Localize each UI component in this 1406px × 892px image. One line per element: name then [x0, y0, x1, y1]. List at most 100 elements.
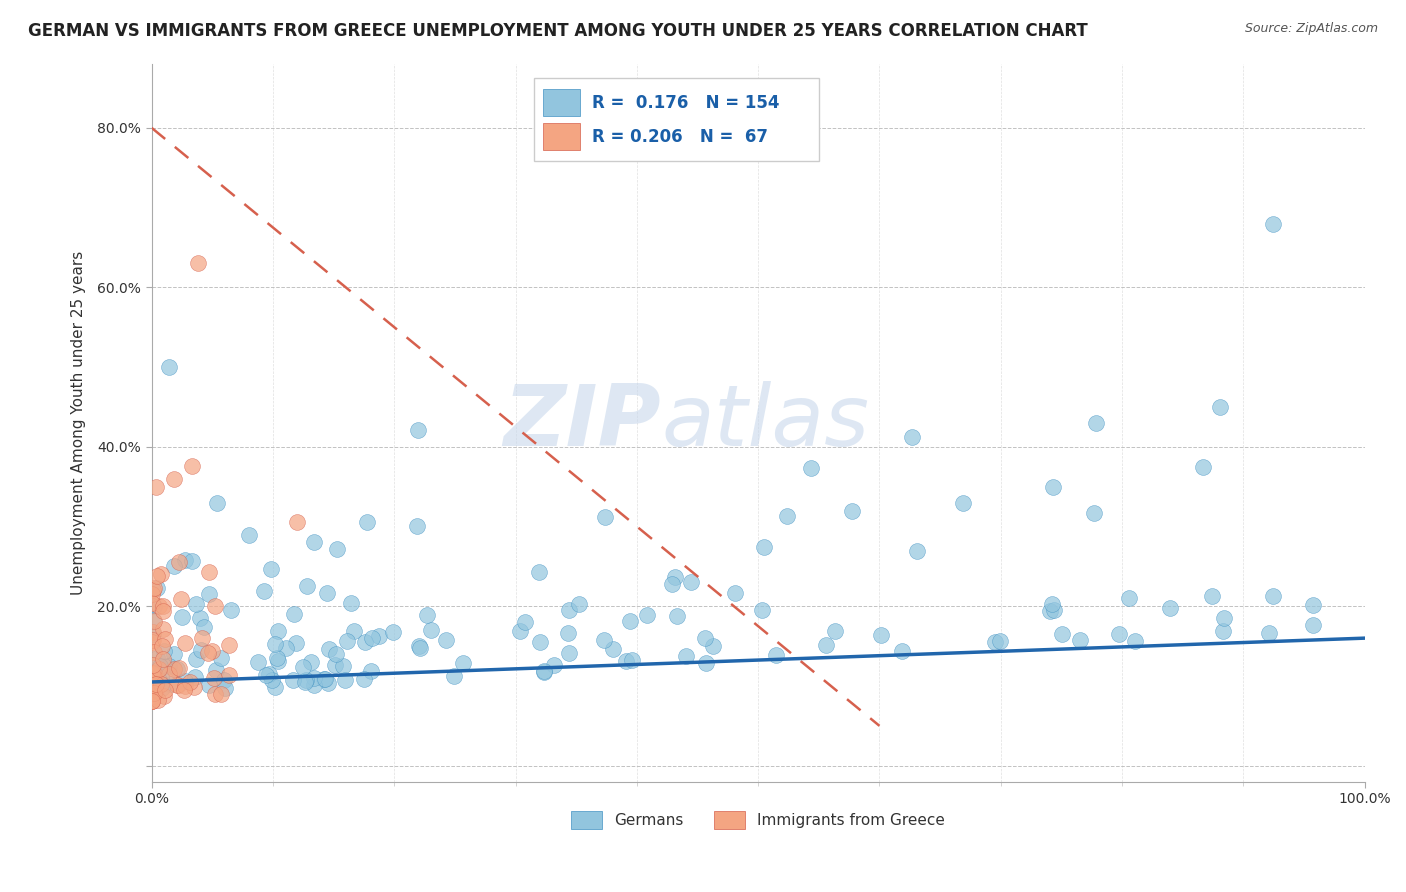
Point [142, 657, 165, 672]
Point [142, 689, 165, 703]
Point [1263, 217, 1285, 231]
Point [765, 648, 787, 662]
Point [214, 681, 236, 696]
Point [267, 654, 290, 668]
Point [695, 656, 717, 670]
Point [142, 632, 165, 647]
Point [557, 646, 579, 660]
Point [152, 622, 174, 636]
Point [163, 558, 186, 573]
Point [167, 661, 190, 675]
Point [312, 672, 335, 686]
FancyBboxPatch shape [534, 78, 818, 161]
Point [335, 634, 357, 648]
Point [148, 673, 170, 687]
Text: Source: ZipAtlas.com: Source: ZipAtlas.com [1244, 22, 1378, 36]
Point [152, 659, 174, 673]
Point [285, 636, 308, 650]
Point [1108, 626, 1130, 640]
Point [157, 666, 180, 681]
Point [218, 668, 240, 682]
Point [1192, 460, 1215, 475]
Point [621, 653, 644, 667]
Point [558, 603, 581, 617]
Point [204, 687, 226, 701]
Point [702, 639, 724, 653]
Point [1042, 480, 1064, 494]
Point [619, 614, 641, 628]
Point [409, 640, 432, 655]
Point [173, 673, 195, 688]
Point [141, 675, 163, 690]
Point [1258, 626, 1281, 640]
Point [142, 613, 165, 627]
Point [724, 586, 747, 600]
Point [356, 515, 378, 529]
Point [183, 680, 205, 694]
Point [368, 629, 391, 643]
Point [568, 598, 591, 612]
Point [382, 625, 405, 640]
Point [163, 472, 186, 486]
FancyBboxPatch shape [544, 123, 579, 150]
Point [602, 641, 624, 656]
Point [1302, 598, 1324, 612]
Point [891, 644, 914, 658]
Point [198, 565, 221, 579]
Point [302, 534, 325, 549]
Point [1069, 632, 1091, 647]
Point [219, 603, 242, 617]
Point [870, 628, 893, 642]
Point [205, 496, 228, 510]
Point [142, 614, 165, 628]
Point [152, 639, 174, 653]
Point [1084, 416, 1107, 430]
Point [141, 678, 163, 692]
Point [1040, 597, 1063, 611]
Point [814, 639, 837, 653]
Legend: Germans, Immigrants from Greece: Germans, Immigrants from Greece [565, 805, 950, 835]
Point [533, 665, 555, 680]
Point [152, 652, 174, 666]
Point [907, 544, 929, 558]
Point [325, 658, 347, 673]
Point [419, 624, 441, 638]
Point [259, 562, 281, 576]
Point [302, 672, 325, 686]
Point [152, 604, 174, 618]
Point [294, 674, 316, 689]
Point [325, 647, 347, 661]
Point [360, 632, 382, 646]
Point [416, 607, 439, 622]
Point [141, 635, 163, 649]
Point [681, 574, 703, 589]
Point [543, 658, 565, 673]
Point [952, 495, 974, 509]
Point [332, 659, 354, 673]
Point [901, 429, 924, 443]
Point [266, 650, 288, 665]
Point [283, 607, 305, 621]
Point [343, 624, 366, 639]
Point [141, 680, 163, 694]
Point [152, 599, 174, 613]
Point [515, 615, 537, 629]
Point [153, 689, 176, 703]
Point [292, 660, 315, 674]
Point [593, 633, 616, 648]
Point [150, 681, 173, 695]
Point [142, 689, 165, 703]
Point [141, 683, 163, 698]
Point [841, 503, 863, 517]
Point [155, 632, 177, 646]
Point [181, 554, 204, 568]
Point [163, 662, 186, 676]
Point [316, 675, 339, 690]
Point [142, 667, 165, 681]
Point [190, 642, 212, 657]
Point [148, 599, 170, 614]
Point [149, 658, 172, 673]
Point [253, 584, 276, 599]
Text: GERMAN VS IMMIGRANTS FROM GREECE UNEMPLOYMENT AMONG YOUTH UNDER 25 YEARS CORRELA: GERMAN VS IMMIGRANTS FROM GREECE UNEMPLO… [28, 22, 1088, 40]
Point [148, 662, 170, 676]
